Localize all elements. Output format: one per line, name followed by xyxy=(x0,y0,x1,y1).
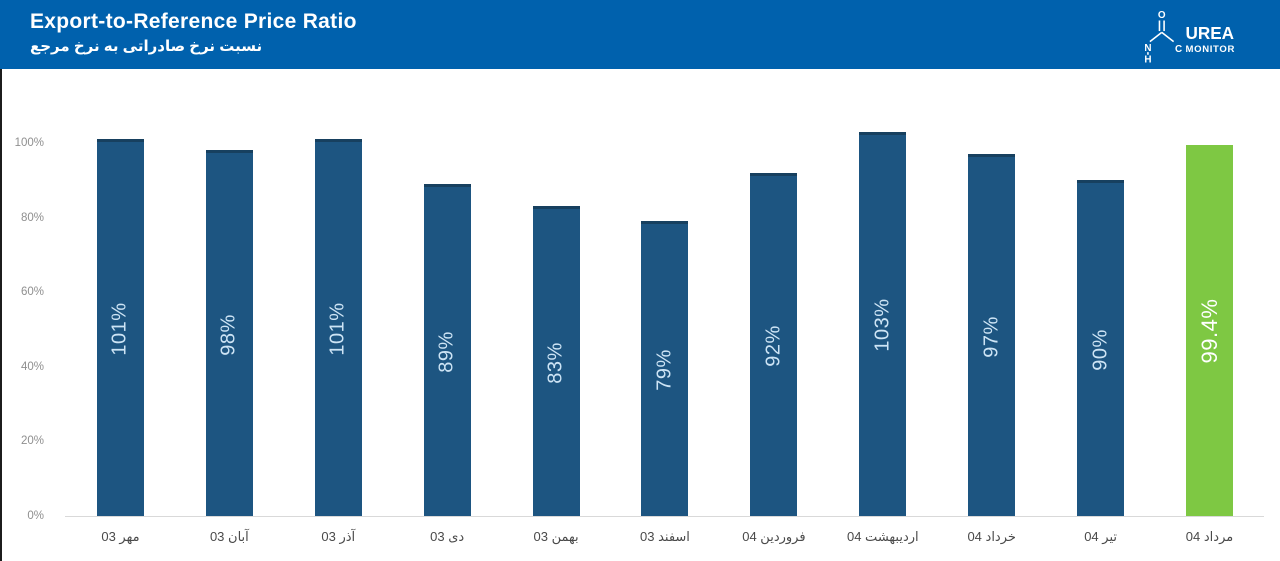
bar-value-label: 92% xyxy=(762,325,785,367)
bar: 90% xyxy=(1077,180,1125,516)
atom-h-label: H xyxy=(1144,55,1151,64)
atom-o-label: O xyxy=(1158,10,1166,21)
page-title: Export-to-Reference Price Ratio xyxy=(30,10,357,33)
bar-value-label: 99.4% xyxy=(1196,298,1222,364)
urea-monitor-logo: O N H C UREA MONITOR xyxy=(1144,10,1236,64)
bar-slot: 103% xyxy=(828,131,937,516)
y-axis-tick: 60% xyxy=(20,286,44,299)
bar-slot: 89% xyxy=(393,143,502,516)
y-axis-tick: 80% xyxy=(20,211,44,224)
plot-area: 101% 98% 101% 89% 83% 79% 92% 103% 97% 90% 99.4% xyxy=(66,131,1264,516)
x-axis-label: بهمن 03 xyxy=(533,529,579,544)
bar-slot: 79% xyxy=(611,143,720,516)
bar-slot: 97% xyxy=(937,143,1046,516)
brand-name-bottom: MONITOR xyxy=(1186,44,1236,55)
page-subtitle: نسبت نرخ صادراتی به نرخ مرجع xyxy=(30,38,263,56)
bar-slot: 101% xyxy=(284,139,393,516)
bar-value-label: 97% xyxy=(980,315,1003,358)
bar-slot: 90% xyxy=(1046,143,1155,516)
y-axis-tick: 100% xyxy=(14,137,44,149)
bar-slot: 98% xyxy=(175,143,284,516)
bar-value-label: 101% xyxy=(326,302,349,356)
bar-value-label: 90% xyxy=(1089,328,1112,371)
bar: 79% xyxy=(641,221,689,516)
x-axis-label: اسفند 03 xyxy=(640,529,690,544)
bar-slot: 83% xyxy=(502,143,611,516)
x-axis-label: خرداد 04 xyxy=(967,529,1016,544)
bar: 98% xyxy=(205,150,253,516)
bar: 103% xyxy=(859,131,907,516)
x-axis-label: فروردین 04 xyxy=(742,529,806,544)
x-axis-label: آبان 03 xyxy=(209,529,249,544)
bar: 101% xyxy=(314,139,362,516)
bar-value-label: 98% xyxy=(217,313,240,356)
y-axis-tick: 0% xyxy=(27,510,44,522)
brand-name-top: UREA xyxy=(1186,23,1235,43)
bar: 97% xyxy=(968,154,1016,516)
bar: 89% xyxy=(423,184,471,516)
bar-value-label: 103% xyxy=(871,298,894,352)
bar-slot: 92% xyxy=(719,143,828,516)
bar-value-label: 101% xyxy=(108,302,131,356)
x-axis-label: تیر 04 xyxy=(1084,529,1117,544)
bar-slot: 99.4% xyxy=(1155,143,1264,516)
atom-c-label: C xyxy=(1175,44,1182,55)
x-axis-label: آذر 03 xyxy=(321,529,356,544)
x-axis-labels: مهر 03 آبان 03 آذر 03 دی 03 بهمن 03 اسفند 03 ف… xyxy=(66,529,1264,545)
urea-structure-icon xyxy=(1147,20,1175,55)
bar: 101% xyxy=(96,139,144,516)
bar-slot: 101% xyxy=(66,139,175,516)
bar-value-label: 89% xyxy=(435,330,458,373)
x-axis-label: اردیبهشت 04 xyxy=(846,529,919,544)
x-axis-label: مهر 03 xyxy=(101,529,140,544)
bar: 99.4% xyxy=(1186,145,1234,516)
x-axis-label: مرداد 04 xyxy=(1185,529,1234,544)
header: Export-to-Reference Price Ratio نسبت نرخ… xyxy=(0,0,1280,69)
bar-value-label: 79% xyxy=(653,349,676,391)
y-axis-tick: 20% xyxy=(20,435,44,448)
atom-n-label: N xyxy=(1144,43,1151,54)
y-axis-tick: 40% xyxy=(20,360,44,373)
y-axis: 100% 80% 60% 40% 20% 0% xyxy=(0,137,46,522)
bar: 83% xyxy=(532,206,580,516)
bar: 92% xyxy=(750,172,798,516)
bar-chart: 100% 80% 60% 40% 20% 0% 101% 98% 101% 89% 83% 79% 9… xyxy=(0,131,1280,545)
x-axis-label: دی 03 xyxy=(430,529,465,544)
bar-value-label: 83% xyxy=(544,341,567,384)
x-axis-line xyxy=(65,516,1264,517)
left-edge-line xyxy=(0,69,2,561)
